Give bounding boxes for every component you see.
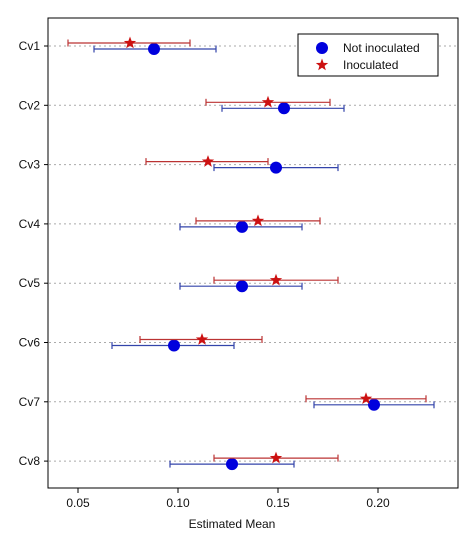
star-marker: [269, 451, 283, 464]
circle-marker: [278, 102, 290, 115]
star-marker: [195, 333, 209, 345]
legend-label-not-inoculated: Not inoculated: [343, 41, 420, 55]
y-tick-label: Cv5: [19, 276, 41, 290]
circle-marker: [368, 398, 380, 411]
legend-label-inoculated: Inoculated: [343, 58, 398, 72]
legend: Not inoculated Inoculated: [297, 33, 439, 77]
circle-marker: [226, 458, 238, 471]
not-inoculated-point-cv5: [179, 280, 303, 293]
x-tick-label: 0.20: [366, 496, 390, 510]
not-inoculated-point-cv7: [313, 398, 435, 411]
not-inoculated-point-cv2: [221, 102, 345, 115]
star-marker: [251, 214, 265, 227]
inoculated-point-cv4: [195, 214, 321, 227]
not-inoculated-point-cv8: [169, 458, 295, 471]
circle-marker: [270, 161, 282, 174]
inoculated-point-cv5: [213, 273, 339, 286]
legend-star-marker: [315, 58, 329, 71]
inoculated-point-cv7: [305, 392, 427, 405]
circle-marker: [148, 43, 160, 55]
x-tick-label: 0.05: [66, 496, 90, 510]
y-tick-label: Cv6: [19, 336, 41, 350]
y-tick-label: Cv7: [19, 395, 41, 409]
inoculated-point-cv2: [205, 95, 331, 108]
y-tick-label: Cv2: [19, 98, 41, 112]
y-tick-label: Cv1: [19, 39, 41, 53]
series-marks: [67, 36, 435, 471]
legend-box: [297, 33, 439, 77]
x-tick-label: 0.15: [266, 496, 290, 510]
star-marker: [201, 155, 215, 167]
not-inoculated-point-cv1: [93, 43, 217, 55]
star-marker: [123, 36, 137, 49]
y-tick-label: Cv8: [19, 454, 41, 468]
plot-frame: [47, 17, 459, 489]
not-inoculated-point-cv6: [111, 339, 235, 352]
inoculated-point-cv8: [213, 451, 339, 464]
x-tick-label: 0.10: [166, 496, 190, 510]
x-axis-label: Estimated Mean: [189, 517, 276, 531]
circle-marker: [236, 280, 248, 293]
x-axis: 0.05 0.10 0.15 0.20: [66, 488, 390, 510]
star-marker: [359, 392, 373, 405]
star-marker: [269, 273, 283, 286]
circle-marker: [168, 339, 180, 352]
not-inoculated-point-cv4: [179, 220, 303, 233]
y-tick-label: Cv3: [19, 158, 41, 172]
inoculated-point-cv3: [145, 155, 269, 167]
not-inoculated-point-cv3: [213, 161, 339, 174]
inoculated-point-cv1: [67, 36, 191, 49]
y-tick-labels: Cv1 Cv2 Cv3 Cv4 Cv5 Cv6 Cv7 Cv8: [19, 39, 48, 468]
circle-marker: [236, 220, 248, 233]
star-marker: [261, 95, 275, 108]
legend-circle-marker: [316, 42, 328, 54]
y-tick-label: Cv4: [19, 217, 41, 231]
inoculated-point-cv6: [139, 333, 263, 345]
